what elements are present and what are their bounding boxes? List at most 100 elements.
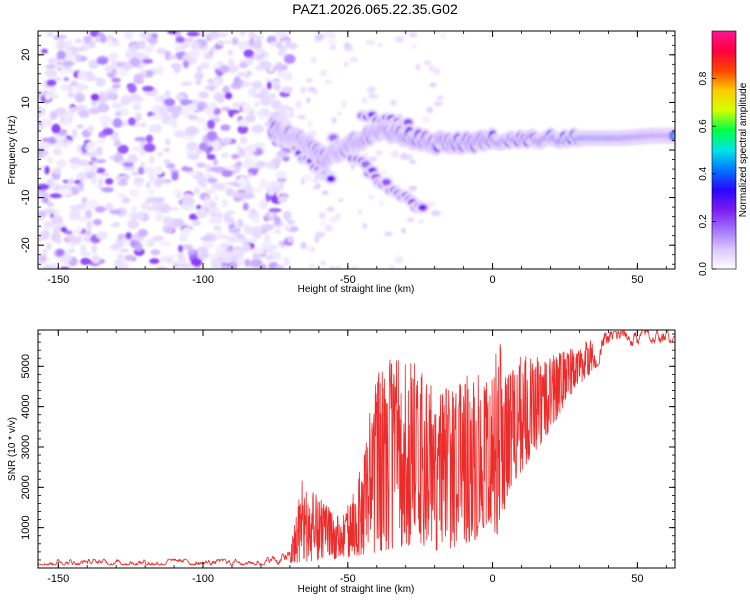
noise-cell <box>227 49 233 56</box>
noise-cell <box>202 239 214 249</box>
y-tick-label: 20 <box>20 49 32 61</box>
noise-cell <box>334 265 342 269</box>
noise-cell <box>237 147 246 158</box>
noise-cell <box>60 115 66 123</box>
noise-cell <box>408 185 418 191</box>
noise-cell <box>107 39 115 47</box>
x-tick-label: 0 <box>490 573 496 585</box>
noise-cell <box>62 179 70 184</box>
noise-cell <box>382 169 388 175</box>
x-tick-label: -100 <box>192 573 214 585</box>
noise-cell <box>96 231 108 240</box>
noise-cell <box>117 180 128 186</box>
noise-cell <box>77 70 87 80</box>
noise-cell <box>254 35 264 40</box>
noise-cell <box>162 216 173 226</box>
noise-cell <box>252 232 262 239</box>
noise-cell <box>148 124 159 133</box>
noise-cell <box>415 63 421 71</box>
noise-cell <box>38 107 46 117</box>
noise-cell <box>223 40 232 45</box>
noise-cell <box>113 260 123 265</box>
noise-cell <box>171 171 179 181</box>
noise-cell <box>228 112 234 118</box>
noise-cell <box>218 32 228 38</box>
noise-cell <box>148 189 155 195</box>
noise-cell <box>203 174 215 179</box>
spectrogram-x-label: Height of straight line (km) <box>298 284 415 295</box>
noise-cell <box>210 166 222 172</box>
noise-cell <box>270 180 281 188</box>
noise-cell <box>245 237 258 243</box>
noise-cell <box>46 242 52 250</box>
noise-cell <box>117 144 129 154</box>
noise-cell <box>96 32 105 37</box>
noise-cell <box>295 100 302 109</box>
noise-cell <box>208 253 218 260</box>
noise-cell <box>224 210 236 215</box>
noise-cell <box>167 105 178 113</box>
noise-cell <box>375 150 383 156</box>
noise-cell <box>306 97 311 104</box>
noise-cell <box>221 264 230 269</box>
noise-cell <box>74 226 83 233</box>
noise-cell <box>135 112 142 122</box>
noise-cell <box>130 45 138 50</box>
noise-cell <box>166 163 176 169</box>
noise-cell <box>124 254 136 261</box>
noise-cell <box>91 149 98 158</box>
noise-cell <box>253 245 261 255</box>
noise-cell <box>315 183 321 189</box>
noise-cell <box>113 139 122 148</box>
noise-cell <box>39 191 50 198</box>
y-tick-label: 3000 <box>20 435 32 459</box>
noise-cell <box>287 219 296 225</box>
noise-cell <box>135 51 146 60</box>
noise-cell <box>307 247 313 252</box>
noise-cell <box>111 68 118 76</box>
noise-cell <box>271 251 281 261</box>
noise-cell <box>221 198 229 208</box>
noise-cell <box>56 159 67 168</box>
noise-cell <box>75 46 86 52</box>
noise-cell <box>241 192 255 199</box>
noise-cell <box>134 243 143 252</box>
noise-cell <box>368 156 378 162</box>
noise-cell <box>195 209 208 219</box>
noise-cell <box>143 143 156 153</box>
noise-cell <box>254 48 264 56</box>
noise-cell <box>127 219 140 230</box>
noise-cell <box>156 266 168 269</box>
noise-cell <box>390 99 397 107</box>
noise-cell <box>69 204 82 211</box>
noise-cell <box>219 65 230 74</box>
noise-cell <box>119 248 129 253</box>
noise-cell <box>244 258 251 267</box>
noise-cell <box>421 116 431 124</box>
noise-cell <box>190 41 201 50</box>
noise-cell <box>195 75 202 86</box>
noise-cell <box>215 250 227 258</box>
noise-cell <box>251 41 263 50</box>
noise-cell <box>212 140 221 151</box>
noise-cell <box>128 188 140 197</box>
noise-cell <box>185 126 198 136</box>
noise-cell <box>86 220 93 231</box>
noise-cell <box>243 49 254 58</box>
colorbar-ticks: 0.0 0.2 0.4 0.6 0.8 <box>698 71 716 276</box>
noise-cell <box>50 181 58 190</box>
noise-cell <box>324 79 332 85</box>
noise-cell <box>149 241 155 247</box>
noise-cell <box>106 92 116 100</box>
branch-core <box>328 176 334 181</box>
noise-cell <box>80 151 93 156</box>
noise-cell <box>143 166 157 175</box>
noise-cell <box>67 248 75 254</box>
noise-cell <box>212 107 222 116</box>
noise-cell <box>188 248 196 254</box>
noise-cell <box>94 159 107 164</box>
noise-cell <box>54 107 67 116</box>
y-tick-label: 5000 <box>20 354 32 378</box>
noise-cell <box>50 85 57 95</box>
